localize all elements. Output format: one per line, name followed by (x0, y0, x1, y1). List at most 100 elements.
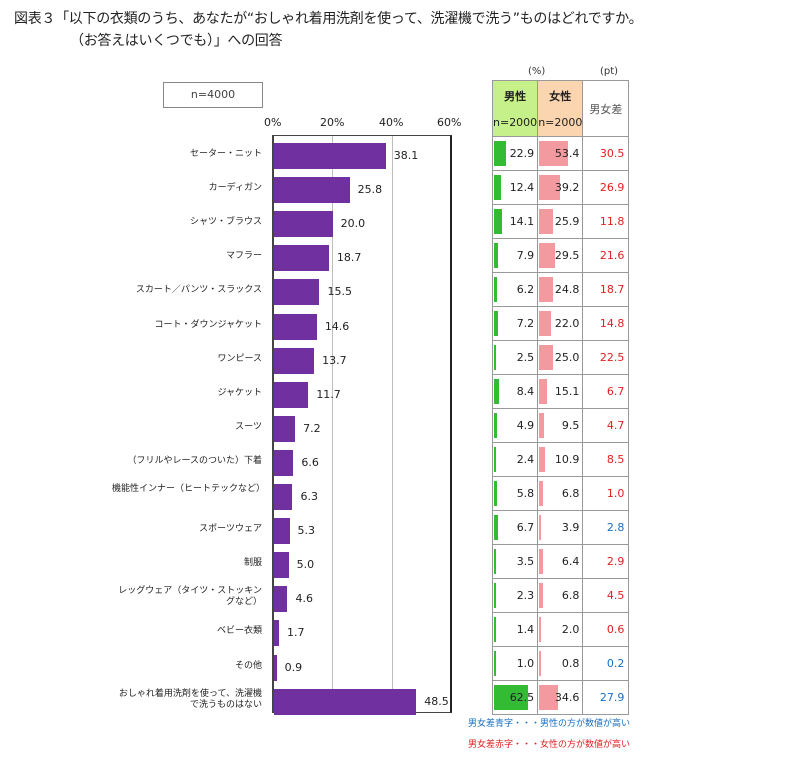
female-cell: 3.9 (538, 511, 583, 545)
male-value: 4.9 (517, 419, 535, 432)
chart-title: 図表３「以下の衣類のうち、あなたが“おしゃれ着用洗剤を使って、洗濯機で洗う”もの… (14, 8, 642, 52)
table-row: 7.9 29.5 21.6 (493, 239, 629, 273)
female-cell: 2.0 (538, 613, 583, 647)
male-bar (494, 515, 498, 540)
male-value: 12.4 (510, 181, 535, 194)
category-label-10: 機能性インナー（ヒートテックなど） (112, 484, 262, 495)
female-value: 9.5 (562, 419, 580, 432)
diff-value: 21.6 (583, 239, 629, 273)
male-value: 1.0 (517, 657, 535, 670)
male-cell: 62.5 (493, 681, 538, 715)
female-value: 53.4 (555, 147, 580, 160)
bar-10 (274, 484, 292, 510)
category-label-3: マフラー (82, 251, 262, 262)
male-cell: 7.2 (493, 307, 538, 341)
diff-value: 22.5 (583, 341, 629, 375)
male-value: 7.9 (517, 249, 535, 262)
female-cell: 39.2 (538, 171, 583, 205)
bar-14 (274, 620, 279, 646)
female-header: 女性 n=2000 (538, 81, 583, 137)
diff-value: 27.9 (583, 681, 629, 715)
male-bar (494, 549, 496, 574)
table-row: 4.9 9.5 4.7 (493, 409, 629, 443)
female-bar (539, 311, 551, 336)
bar-value-3: 18.7 (337, 251, 362, 264)
female-value: 24.8 (555, 283, 580, 296)
bar-value-16: 48.5 (424, 695, 449, 708)
female-bar (539, 481, 543, 506)
male-value: 3.5 (517, 555, 535, 568)
diff-value: 4.7 (583, 409, 629, 443)
male-bar (494, 311, 498, 336)
female-cell: 9.5 (538, 409, 583, 443)
female-value: 34.6 (555, 691, 580, 704)
legend-blue-note: 男女差青字・・・男性の方が数値が高い (468, 716, 630, 729)
male-bar (494, 175, 501, 200)
male-value: 1.4 (517, 623, 535, 636)
bar-11 (274, 518, 290, 544)
male-cell: 7.9 (493, 239, 538, 273)
diff-value: 4.5 (583, 579, 629, 613)
bar-value-13: 4.6 (295, 592, 313, 605)
female-bar (539, 413, 544, 438)
bar-6 (274, 348, 314, 374)
female-cell: 0.8 (538, 647, 583, 681)
female-bar (539, 447, 545, 472)
female-value: 25.9 (555, 215, 580, 228)
bar-value-1: 25.8 (358, 183, 383, 196)
bar-value-15: 0.9 (285, 661, 303, 674)
table-row: 5.8 6.8 1.0 (493, 477, 629, 511)
diff-value: 26.9 (583, 171, 629, 205)
x-tick-0: 0% (264, 116, 281, 129)
bar-value-8: 7.2 (303, 422, 321, 435)
x-tick-40: 40% (379, 116, 403, 129)
table-row: 8.4 15.1 6.7 (493, 375, 629, 409)
bar-value-11: 5.3 (298, 524, 316, 537)
male-value: 2.5 (517, 351, 535, 364)
female-bar (539, 515, 541, 540)
category-label-2: シャツ・ブラウス (82, 217, 262, 228)
female-cell: 24.8 (538, 273, 583, 307)
male-value: 5.8 (517, 487, 535, 500)
male-value: 7.2 (517, 317, 535, 330)
male-value: 62.5 (510, 691, 535, 704)
female-value: 6.4 (562, 555, 580, 568)
bar-value-14: 1.7 (287, 626, 305, 639)
male-cell: 1.4 (493, 613, 538, 647)
female-cell: 10.9 (538, 443, 583, 477)
female-cell: 22.0 (538, 307, 583, 341)
diff-header: 男女差 (583, 81, 629, 137)
male-bar (494, 345, 496, 370)
table-row: 7.2 22.0 14.8 (493, 307, 629, 341)
male-bar (494, 617, 496, 642)
bar-value-6: 13.7 (322, 354, 347, 367)
female-cell: 53.4 (538, 137, 583, 171)
bar-12 (274, 552, 289, 578)
bar-value-2: 20.0 (341, 217, 366, 230)
male-header: 男性 n=2000 (493, 81, 538, 137)
table-row: 12.4 39.2 26.9 (493, 171, 629, 205)
male-bar (494, 583, 496, 608)
category-label-1: カーディガン (82, 183, 262, 194)
bar-0 (274, 143, 386, 169)
female-bar (539, 617, 541, 642)
category-label-9: （フリルやレースのついた）下着 (82, 456, 262, 467)
diff-value: 6.7 (583, 375, 629, 409)
female-value: 3.9 (562, 521, 580, 534)
title-line-2: （お答えはいくつでも）」への回答 (14, 30, 642, 52)
bar-5 (274, 314, 317, 340)
female-value: 22.0 (555, 317, 580, 330)
male-bar (494, 243, 498, 268)
female-bar (539, 583, 543, 608)
male-bar (494, 481, 497, 506)
female-value: 10.9 (555, 453, 580, 466)
female-bar (539, 651, 541, 676)
male-cell: 5.8 (493, 477, 538, 511)
diff-value: 2.8 (583, 511, 629, 545)
category-label-15: その他 (82, 661, 262, 672)
bar-2 (274, 211, 333, 237)
female-value: 15.1 (555, 385, 580, 398)
female-value: 25.0 (555, 351, 580, 364)
bar-4 (274, 279, 319, 305)
category-label-16: おしゃれ着用洗剤を使って、洗濯機で洗うものはない (112, 689, 262, 711)
